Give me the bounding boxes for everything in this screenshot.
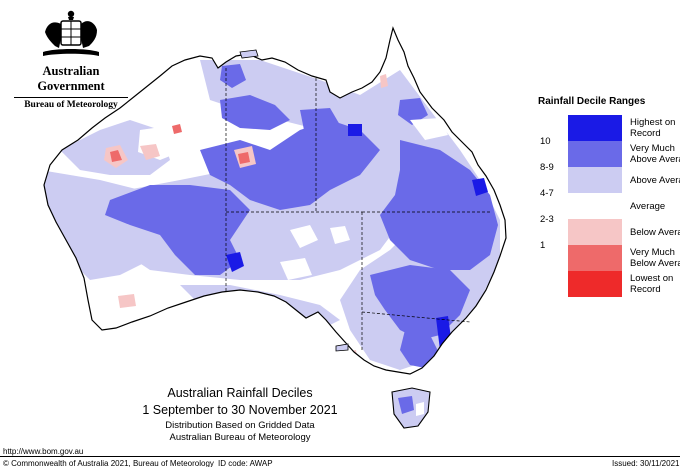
nsw-vic-border xyxy=(361,311,471,323)
legend-swatch xyxy=(568,115,622,141)
region-below-average-qld xyxy=(380,74,388,88)
bom-url-link[interactable]: http://www.bom.gov.au xyxy=(3,447,84,456)
region-very-much-below-nt xyxy=(238,152,250,164)
melville-island xyxy=(239,49,259,59)
legend-tick: 2-3 xyxy=(540,214,554,225)
tasmania-average-patch xyxy=(416,402,424,416)
copyright-text: © Commonwealth of Australia 2021, Bureau… xyxy=(3,459,214,467)
tasmania-very-much-above xyxy=(398,396,414,414)
legend-tick: 8-9 xyxy=(540,162,554,173)
region-very-much-above-band xyxy=(200,120,380,210)
legend-title: Rainfall Decile Ranges xyxy=(538,96,646,107)
map-title: Australian Rainfall Deciles xyxy=(167,386,313,400)
region-average-patch-2 xyxy=(280,258,312,280)
legend-row-highest-on-record: Highest on Record xyxy=(528,115,678,141)
map-subtitle: Distribution Based on Gridded Data Austr… xyxy=(165,420,315,443)
legend-row-average: 4-7 Average xyxy=(528,188,678,219)
legend-swatch xyxy=(568,219,622,245)
legend-swatch xyxy=(568,245,622,271)
region-very-much-above-capeyork xyxy=(398,98,428,125)
state-borders xyxy=(225,68,490,350)
rainfall-decile-legend: Rainfall Decile Ranges Highest on Record … xyxy=(528,96,680,297)
coat-of-arms-icon xyxy=(43,10,99,56)
legend-label: Lowest on Record xyxy=(630,273,674,295)
region-average-patch-4 xyxy=(410,118,448,140)
region-very-much-above-gulf xyxy=(300,108,340,140)
legend-label: Below Average xyxy=(630,227,680,238)
map-caption: Australian Rainfall Deciles 1 September … xyxy=(110,386,370,444)
region-record-high-north xyxy=(348,124,362,136)
legend-label: Average xyxy=(630,201,666,212)
government-header: Australian Government Bureau of Meteorol… xyxy=(8,8,134,110)
id-code: ID code: AWAP xyxy=(218,459,273,467)
legend-swatch xyxy=(568,271,622,297)
region-very-much-above-central xyxy=(105,185,250,275)
map-date-range: 1 September to 30 November 2021 xyxy=(142,403,338,417)
legend-tick: 4-7 xyxy=(540,188,554,199)
region-very-much-above-topend xyxy=(220,95,290,130)
region-very-much-below-kimberley xyxy=(172,124,182,134)
bureau-title: Bureau of Meteorology xyxy=(24,100,118,110)
legend-row-above-average: 8-9 Above Average xyxy=(528,162,680,193)
region-very-much-below-pilbara xyxy=(110,150,122,162)
legend-label: Above Average xyxy=(630,175,680,186)
footer-divider xyxy=(0,456,680,457)
region-record-high-qld xyxy=(472,178,488,196)
legend-tick: 10 xyxy=(540,136,551,147)
government-title: Australian Government xyxy=(37,64,105,93)
legend-row-below-average: 2-3 Below Average xyxy=(528,214,680,245)
issued-date: Issued: 30/11/2021 xyxy=(612,459,680,467)
kangaroo-island xyxy=(335,343,349,352)
legend-tick: 1 xyxy=(540,240,546,251)
region-very-much-above-east xyxy=(380,140,498,270)
region-below-average-sw xyxy=(118,294,136,308)
region-average-patch-1 xyxy=(290,225,318,248)
region-very-much-above-kimberley xyxy=(220,64,246,88)
region-below-average-sa xyxy=(344,350,358,364)
legend-label: Highest on Record xyxy=(630,117,676,139)
legend-swatch xyxy=(568,167,622,193)
region-record-high-sa xyxy=(226,252,244,272)
legend-swatch xyxy=(568,193,622,219)
region-very-much-above-vic xyxy=(400,330,440,368)
legend-swatch xyxy=(568,141,622,167)
legend-row-lowest-on-record: Lowest on Record xyxy=(528,271,678,297)
region-average-patch-3 xyxy=(330,226,350,244)
header-divider xyxy=(14,97,128,98)
region-below-average-kimberley xyxy=(140,144,160,160)
